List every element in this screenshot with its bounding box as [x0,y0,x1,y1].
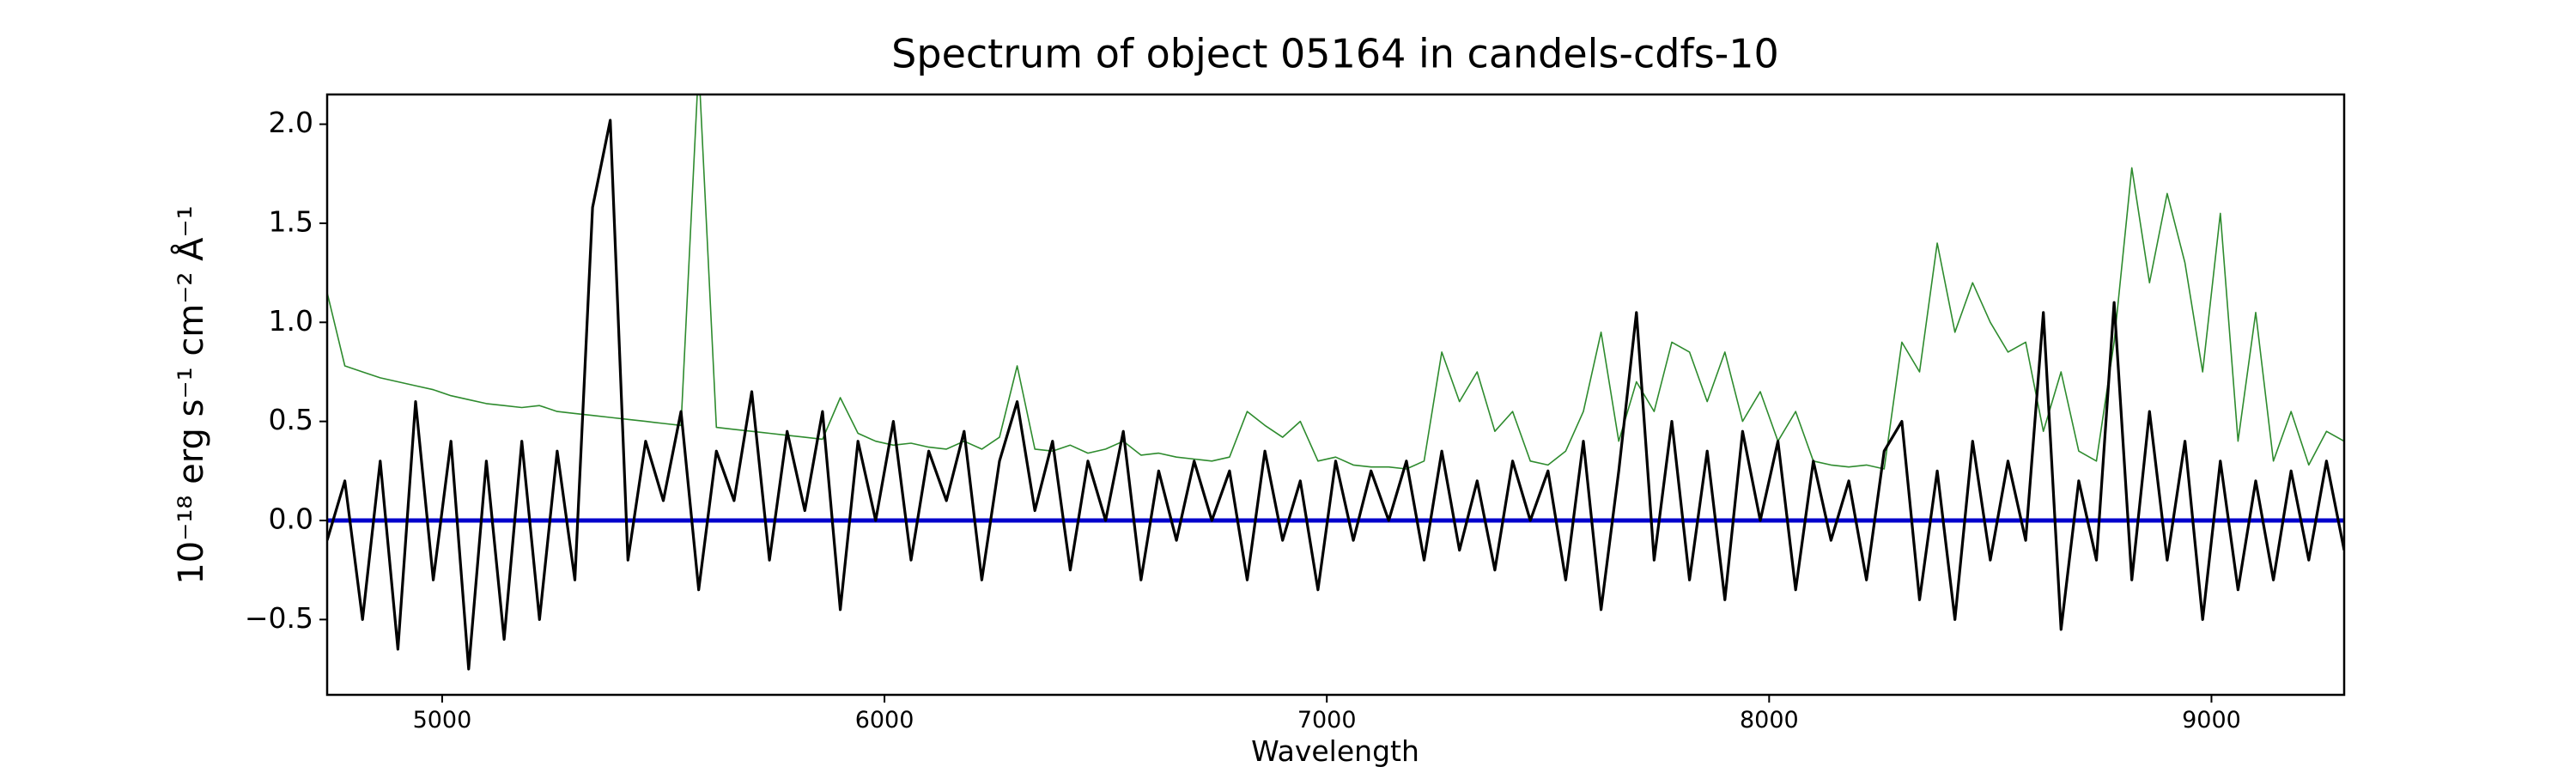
x-axis-label: Wavelength [1251,734,1419,768]
plot-area [327,94,2344,671]
y-tick-label: 0.5 [269,403,313,436]
x-tick-label: 5000 [413,707,472,733]
y-tick-label: 1.0 [269,304,313,338]
x-tick-label: 6000 [855,707,914,733]
y-tick-label: −0.5 [245,601,313,635]
x-tick-label: 9000 [2182,707,2241,733]
x-tick-label: 8000 [1740,707,1799,733]
spectrum-line [327,94,2344,470]
y-tick-label: 2.0 [269,106,313,139]
axes-frame [325,93,2346,697]
x-tick-label: 7000 [1297,707,1357,733]
spectrum-line [327,119,2344,671]
chart-title: Spectrum of object 05164 in candels-cdfs… [891,31,1779,77]
y-tick-label: 1.5 [269,204,313,238]
y-tick-label: 0.0 [269,502,313,535]
y-axis-label: 10⁻¹⁸ erg s⁻¹ cm⁻² Å⁻¹ [170,205,211,584]
